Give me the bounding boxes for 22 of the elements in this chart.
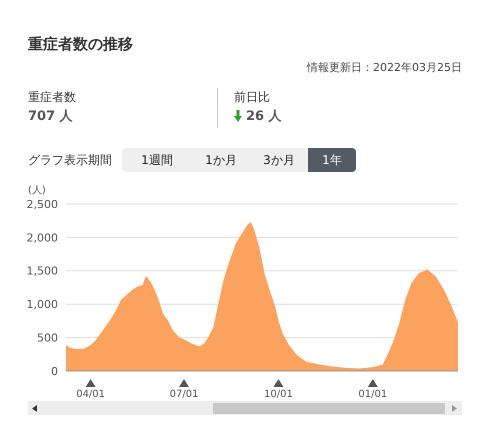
y-axis-title: (人) — [28, 184, 46, 197]
y-tick-label: 1,000 — [26, 298, 58, 312]
y-tick-label: 2,000 — [26, 231, 58, 244]
y-tick-label: 0 — [51, 364, 58, 378]
text: 26 人 — [246, 108, 282, 125]
text: 重症者数 — [28, 89, 76, 106]
chart-title: 重症者数の推移 — [28, 35, 133, 54]
text: 707 人 — [28, 108, 73, 125]
chart-subtitle: 情報更新日：2022年03月25日 — [307, 60, 462, 75]
selected-tab[interactable]: 1年 — [308, 148, 356, 172]
text: 前日比 — [234, 89, 270, 106]
x-tick-label: 07/01 — [170, 389, 198, 400]
y-tick-label: 500 — [37, 332, 58, 345]
y-tick-label: 1,500 — [26, 264, 58, 278]
text: グラフ表示期間 — [28, 152, 112, 169]
x-tick-label: 10/01 — [264, 389, 293, 400]
x-tick-label: 01/01 — [358, 389, 388, 400]
x-tick-label: 04/01 — [76, 389, 106, 400]
y-tick-label: 2,500 — [26, 198, 58, 211]
tab[interactable]: 1か月 — [192, 148, 250, 172]
tab[interactable]: 3か月 — [250, 148, 308, 172]
tab[interactable]: 1週間 — [122, 148, 192, 172]
